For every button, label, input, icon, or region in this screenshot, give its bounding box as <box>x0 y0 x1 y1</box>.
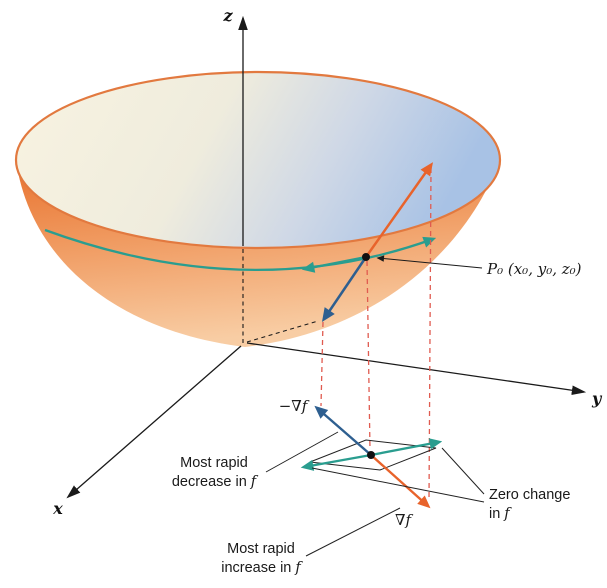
gradient-arrow-plane <box>370 454 431 509</box>
increase-f: f <box>294 560 303 576</box>
grad-f: f <box>404 511 413 529</box>
axis-y-line <box>246 342 587 396</box>
grad-symbol: ∇ <box>395 511 405 529</box>
axis-label-y: y <box>591 389 603 408</box>
projection-line-descent <box>320 321 324 407</box>
neg-gradient-arrow-surface <box>321 256 368 323</box>
neg-grad-f: f <box>301 397 310 415</box>
annotation-zero-change: Zero change in f <box>489 487 570 522</box>
label-decrease-line2: decrease in f <box>172 474 259 490</box>
label-increase-line2: increase in f <box>221 560 303 576</box>
label-zero-line1: Zero change <box>489 487 570 503</box>
axis-z: z <box>222 6 248 343</box>
label-increase-line1: Most rapid <box>227 541 295 557</box>
label-grad: ∇f <box>395 511 413 529</box>
gradient-arrow-surface <box>364 162 434 258</box>
axis-label-z: z <box>222 6 233 25</box>
label-neg-grad: −∇f <box>279 397 310 415</box>
label-zero-line2: in f <box>489 506 512 522</box>
projection-line-ascent <box>428 167 432 501</box>
axis-x: x <box>52 345 242 518</box>
level-curve <box>44 228 437 272</box>
neg-gradient-arrow-plane <box>314 405 372 456</box>
point-p0 <box>362 253 370 261</box>
annotation-most-rapid-increase: Most rapid increase in f <box>221 541 303 576</box>
hidden-line-vertex-to-descent <box>246 320 319 343</box>
decrease-text: decrease in <box>172 474 247 490</box>
surface-vectors <box>301 162 434 323</box>
paraboloid-interior-rim <box>14 70 502 250</box>
annotation-most-rapid-decrease: Most rapid decrease in f <box>172 455 259 490</box>
neg-grad-symbol: −∇ <box>279 397 302 415</box>
projection-lines <box>320 167 432 501</box>
leader-most-rapid-decrease <box>265 431 339 473</box>
paraboloid <box>14 70 502 347</box>
point-p0-projection <box>367 451 375 459</box>
axis-x-line <box>66 345 242 499</box>
label-decrease-line1: Most rapid <box>180 455 248 471</box>
zero-f: f <box>503 506 512 522</box>
zero-change-arrow-left-surface <box>301 255 367 273</box>
projection-line-p0 <box>366 260 371 451</box>
axis-y: y <box>246 342 603 408</box>
zero-change-arrow-right-plane <box>370 438 443 457</box>
increase-text: increase in <box>221 560 291 576</box>
p0-annotation: P₀ (x₀, y₀, z₀) <box>376 255 582 278</box>
leader-most-rapid-increase <box>305 507 401 557</box>
leader-zero-change-right <box>441 447 485 495</box>
plane-vectors <box>300 405 443 509</box>
leader-zero-change-left <box>311 467 485 503</box>
zero-text: in <box>489 506 500 522</box>
label-p0: P₀ (x₀, y₀, z₀) <box>486 260 582 278</box>
leader-p0 <box>376 255 483 269</box>
decrease-f: f <box>250 474 259 490</box>
zero-change-arrow-left-plane <box>300 453 372 471</box>
axis-label-x: x <box>52 499 63 518</box>
